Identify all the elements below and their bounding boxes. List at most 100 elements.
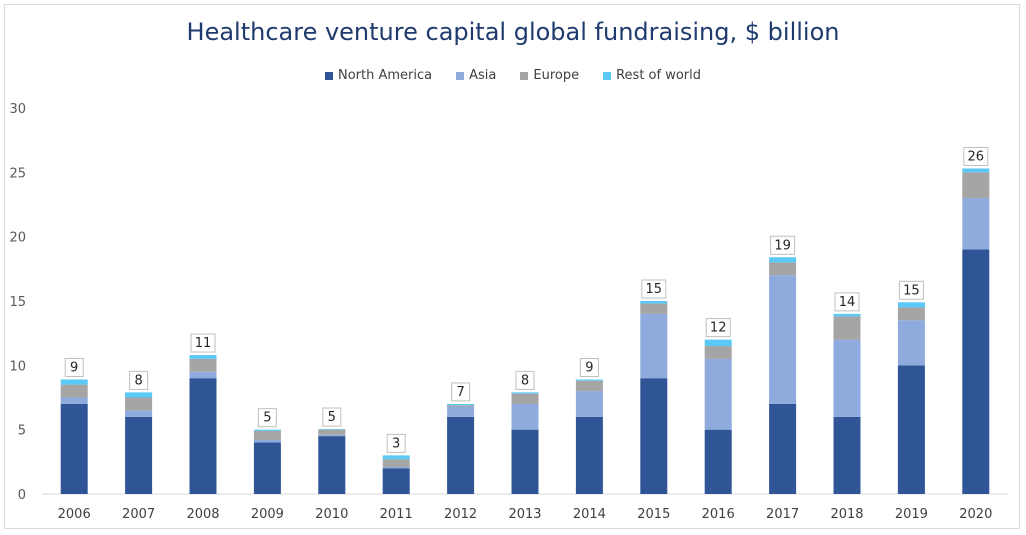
bar-segment: [897, 307, 925, 321]
bar-segment: [189, 371, 217, 379]
bar-segment: [318, 436, 346, 494]
total-label: 5: [328, 410, 336, 425]
bar-segment: [382, 466, 410, 469]
bar-segment: [253, 442, 281, 494]
total-label-box: [190, 333, 216, 353]
y-tick-label: 30: [9, 102, 26, 117]
total-label-box: [322, 407, 342, 427]
bar-segment: [60, 397, 88, 404]
bar-segment: [60, 403, 88, 494]
bar-segment: [125, 416, 153, 494]
bar-segment: [962, 198, 990, 250]
bar-segment: [897, 302, 925, 308]
bar-segment: [897, 320, 925, 366]
y-tick-label: 25: [9, 166, 26, 181]
total-label-box: [386, 433, 406, 453]
bar-segment: [253, 439, 281, 443]
bar-segment: [511, 392, 539, 394]
legend-item: Asia: [456, 68, 496, 83]
bar-segment: [769, 275, 797, 404]
bar-segment: [704, 346, 732, 359]
total-label: 14: [839, 295, 856, 310]
bar-segment: [447, 416, 475, 494]
total-label-box: [257, 408, 277, 428]
legend-item: Europe: [520, 68, 579, 83]
legend-item: Rest of world: [603, 68, 701, 83]
bar-segment: [318, 434, 346, 437]
legend-label: Europe: [533, 68, 580, 83]
bar-segment: [189, 378, 217, 494]
x-tick-label: 2018: [830, 507, 863, 522]
total-label: 15: [903, 283, 920, 298]
chart-title: Healthcare venture capital global fundra…: [186, 18, 840, 46]
x-tick-label: 2006: [58, 507, 91, 522]
total-label-box: [451, 382, 471, 402]
bar-segment: [769, 257, 797, 263]
total-label: 9: [70, 360, 78, 375]
y-tick-label: 0: [18, 488, 26, 503]
legend-swatch: [325, 71, 333, 80]
total-label-box: [64, 357, 84, 377]
bar-segment: [511, 403, 539, 430]
total-label-box: [770, 235, 796, 255]
bar-segment: [833, 416, 861, 494]
bar-segment: [769, 403, 797, 494]
bar-segment: [447, 403, 475, 406]
total-label-box: [898, 280, 924, 300]
y-tick-label: 20: [9, 231, 26, 246]
x-tick-label: 2007: [122, 507, 155, 522]
bar-segment: [447, 406, 475, 417]
x-tick-label: 2019: [895, 507, 928, 522]
legend-swatch: [456, 71, 465, 80]
total-label: 8: [521, 373, 529, 388]
legend-label: Rest of world: [616, 68, 701, 83]
bar-segment: [575, 380, 603, 392]
bar-segment: [833, 316, 861, 340]
x-tick-label: 2020: [959, 507, 992, 522]
bar-segment: [833, 339, 861, 417]
x-tick-label: 2011: [380, 507, 413, 522]
total-label: 11: [195, 336, 212, 351]
total-label-box: [963, 146, 989, 166]
bar-segment: [769, 262, 797, 276]
total-label: 26: [968, 149, 985, 164]
bar-segment: [575, 379, 603, 381]
x-tick-label: 2013: [508, 507, 541, 522]
x-tick-label: 2014: [573, 507, 606, 522]
bar-segment: [60, 384, 88, 398]
bar-segment: [511, 393, 539, 404]
bar-segment: [253, 430, 281, 440]
bar-segment: [704, 339, 732, 347]
bar-segment: [318, 429, 346, 430]
total-label: 5: [263, 411, 271, 426]
total-label: 19: [774, 238, 791, 253]
bar-segment: [125, 397, 153, 411]
y-tick-label: 10: [9, 359, 26, 374]
bar-segment: [253, 429, 281, 431]
total-label: 9: [585, 360, 593, 375]
bar-segment: [575, 391, 603, 417]
bar-segment: [575, 416, 603, 494]
bar-segment: [60, 379, 88, 385]
bar-segment: [962, 172, 990, 199]
total-label: 15: [646, 282, 663, 297]
bar-segment: [125, 392, 153, 398]
x-tick-label: 2008: [186, 507, 219, 522]
x-tick-label: 2015: [637, 507, 670, 522]
y-tick-label: 15: [9, 295, 26, 310]
bar-segment: [962, 168, 990, 173]
legend-label: Asia: [469, 68, 497, 83]
total-label-box: [515, 370, 535, 390]
total-label: 3: [392, 436, 400, 451]
legend-swatch: [520, 71, 529, 80]
bar-segment: [897, 365, 925, 494]
bar-segment: [704, 429, 732, 494]
bar-segment: [189, 358, 217, 372]
bar-segment: [447, 405, 475, 407]
total-label: 7: [456, 385, 464, 400]
x-tick-label: 2009: [251, 507, 284, 522]
total-label-box: [705, 318, 731, 338]
bar-segment: [318, 429, 346, 435]
total-label-box: [834, 292, 860, 312]
bar-segment: [189, 355, 217, 359]
